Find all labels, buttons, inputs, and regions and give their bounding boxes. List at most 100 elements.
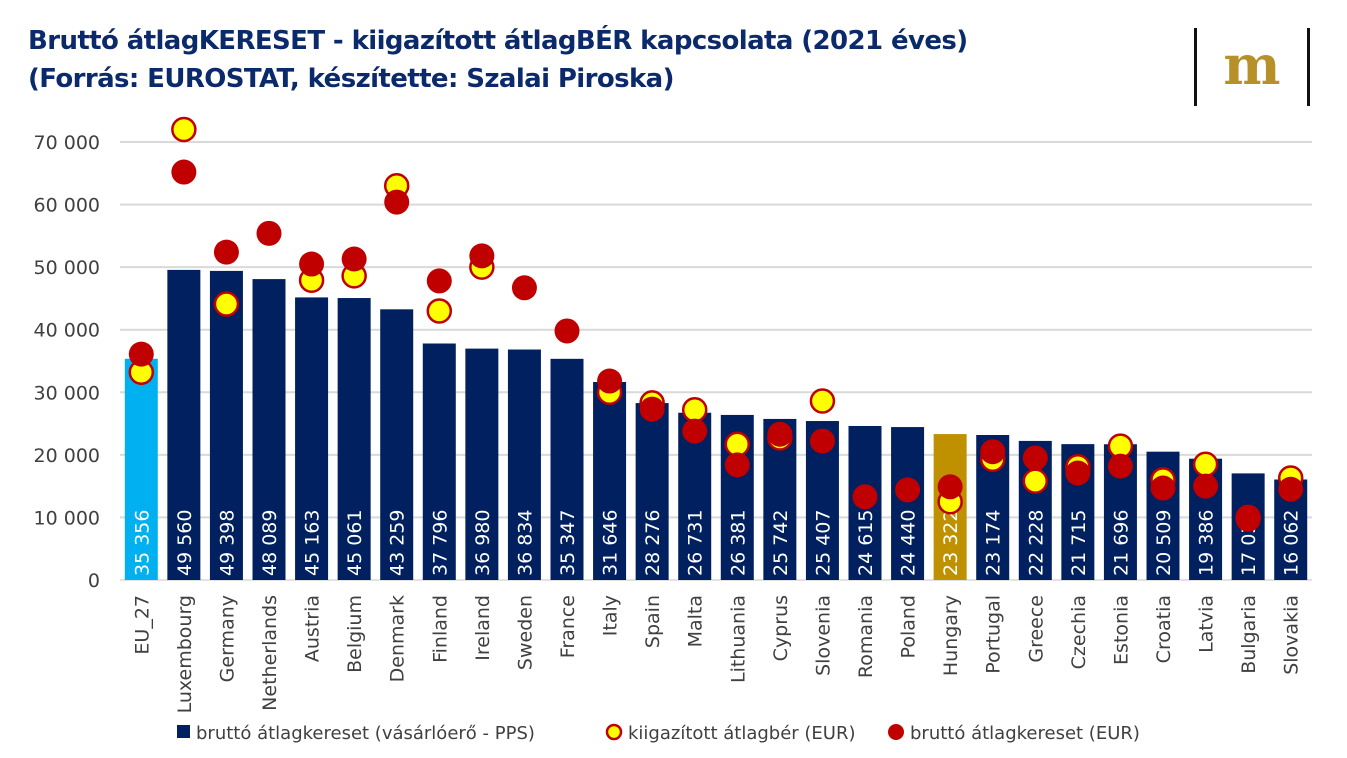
x-tick-label: Italy [600, 595, 622, 636]
data-label: 45 163 [302, 510, 324, 576]
data-label: 19 386 [1196, 510, 1218, 576]
marker-brutto-eur [639, 396, 665, 422]
marker-kiigazitott [639, 390, 665, 416]
bar-france [550, 358, 584, 580]
legend-swatch-yellow [605, 723, 623, 741]
x-tick-label: Germany [216, 595, 238, 682]
bar-sweden [507, 349, 541, 580]
x-tick-label: Malta [685, 595, 707, 647]
bar-poland [891, 427, 925, 580]
bar-finland [422, 343, 456, 580]
marker-kiigazitott [979, 446, 1006, 472]
bar-cyprus [763, 418, 797, 580]
marker-kiigazitott [937, 489, 963, 515]
marker-kiigazitott [469, 254, 495, 280]
bar-portugal [976, 434, 1010, 580]
marker-brutto-eur [299, 251, 325, 277]
bar-latvia [1189, 458, 1223, 580]
bar-bulgaria [1231, 473, 1265, 580]
marker-brutto-eur [256, 220, 282, 246]
marker-brutto-eur [1065, 460, 1091, 486]
bar-greece [1018, 440, 1052, 580]
x-tick-label: Croatia [1153, 595, 1175, 663]
marker-brutto-eur [213, 239, 239, 265]
marker-kiigazitott [383, 173, 410, 199]
x-tick-label: Estonia [1110, 595, 1132, 665]
data-label: 21 715 [1068, 510, 1090, 576]
marker-kiigazitott [681, 397, 708, 423]
x-tick-label: Portugal [983, 595, 1005, 674]
data-label: 45 061 [344, 510, 366, 576]
bar-denmark [380, 309, 414, 580]
title-line-2: (Forrás: EUROSTAT, készítette: Szalai Pi… [28, 64, 674, 94]
marker-brutto-eur [1150, 475, 1176, 501]
marker-brutto-eur [1193, 473, 1219, 499]
marker-brutto-eur [767, 421, 793, 447]
x-tick-label: Greece [1025, 595, 1047, 663]
x-tick-label: Hungary [940, 595, 962, 676]
bar-eu_27 [124, 358, 158, 580]
marker-kiigazitott [809, 388, 836, 414]
data-label: 17 038 [1238, 510, 1260, 576]
bar-estonia [1103, 444, 1137, 580]
data-label: 26 381 [727, 510, 749, 576]
bar-czechia [1061, 444, 1095, 580]
x-tick-label: EU_27 [131, 595, 153, 655]
data-label: 24 440 [898, 510, 920, 576]
chart-title: Bruttó átlagKERESET - kiigazított átlagB… [28, 22, 968, 98]
marker-brutto-eur [511, 275, 537, 301]
y-tick-label: 0 [88, 570, 100, 592]
x-tick-label: Luxembourg [174, 595, 196, 713]
marker-brutto-eur [1235, 506, 1261, 532]
x-tick-label: France [557, 595, 579, 658]
logo: m [1192, 28, 1312, 108]
x-tick-label: Netherlands [259, 595, 281, 711]
data-label: 20 509 [1153, 510, 1175, 576]
legend-swatch-bar [177, 725, 190, 738]
bar-italy [593, 381, 627, 580]
marker-brutto-eur [554, 318, 580, 344]
data-label: 16 062 [1281, 510, 1303, 576]
marker-kiigazitott [1150, 467, 1176, 493]
data-label: 36 980 [472, 510, 494, 576]
y-tick-label: 50 000 [34, 257, 100, 279]
marker-kiigazitott [1065, 453, 1091, 480]
legend-swatch-red [888, 724, 904, 740]
legend-label: bruttó átlagkereset (vásárlóerő - PPS) [196, 723, 535, 744]
svg-text:m: m [1223, 33, 1280, 97]
data-label: 23 322 [940, 510, 962, 576]
marker-brutto-eur [1107, 453, 1133, 479]
bar-austria [295, 297, 329, 580]
marker-brutto-eur [469, 243, 495, 269]
x-tick-label: Romania [855, 595, 877, 678]
data-label: 22 228 [1025, 510, 1047, 576]
data-label: 26 731 [685, 510, 707, 576]
x-tick-label: Slovenia [812, 595, 834, 676]
data-label: 49 560 [174, 510, 196, 576]
marker-brutto-eur [852, 484, 878, 510]
bar-germany [209, 270, 243, 580]
data-label: 31 646 [600, 510, 622, 576]
bar-slovakia [1274, 479, 1308, 580]
marker-brutto-eur [426, 268, 452, 294]
x-tick-label: Cyprus [770, 595, 792, 661]
bar-croatia [1146, 451, 1180, 580]
data-label: 35 356 [131, 510, 153, 576]
title-line-1: Bruttó átlagKERESET - kiigazított átlagB… [28, 26, 968, 56]
x-tick-label: Slovakia [1281, 595, 1303, 675]
x-tick-label: Bulgaria [1238, 595, 1260, 674]
marker-brutto-eur [171, 159, 197, 185]
marker-brutto-eur [1022, 445, 1048, 471]
marker-kiigazitott [128, 359, 155, 386]
x-tick-label: Austria [302, 595, 324, 662]
y-tick-label: 70 000 [34, 132, 100, 154]
data-label: 21 696 [1110, 510, 1132, 576]
data-label: 48 089 [259, 510, 281, 576]
bar-ireland [465, 348, 499, 580]
marker-kiigazitott [298, 267, 325, 294]
bar-malta [678, 412, 712, 580]
bar-luxembourg [167, 269, 201, 580]
marker-kiigazitott [213, 291, 240, 317]
bar-slovenia [805, 421, 839, 580]
